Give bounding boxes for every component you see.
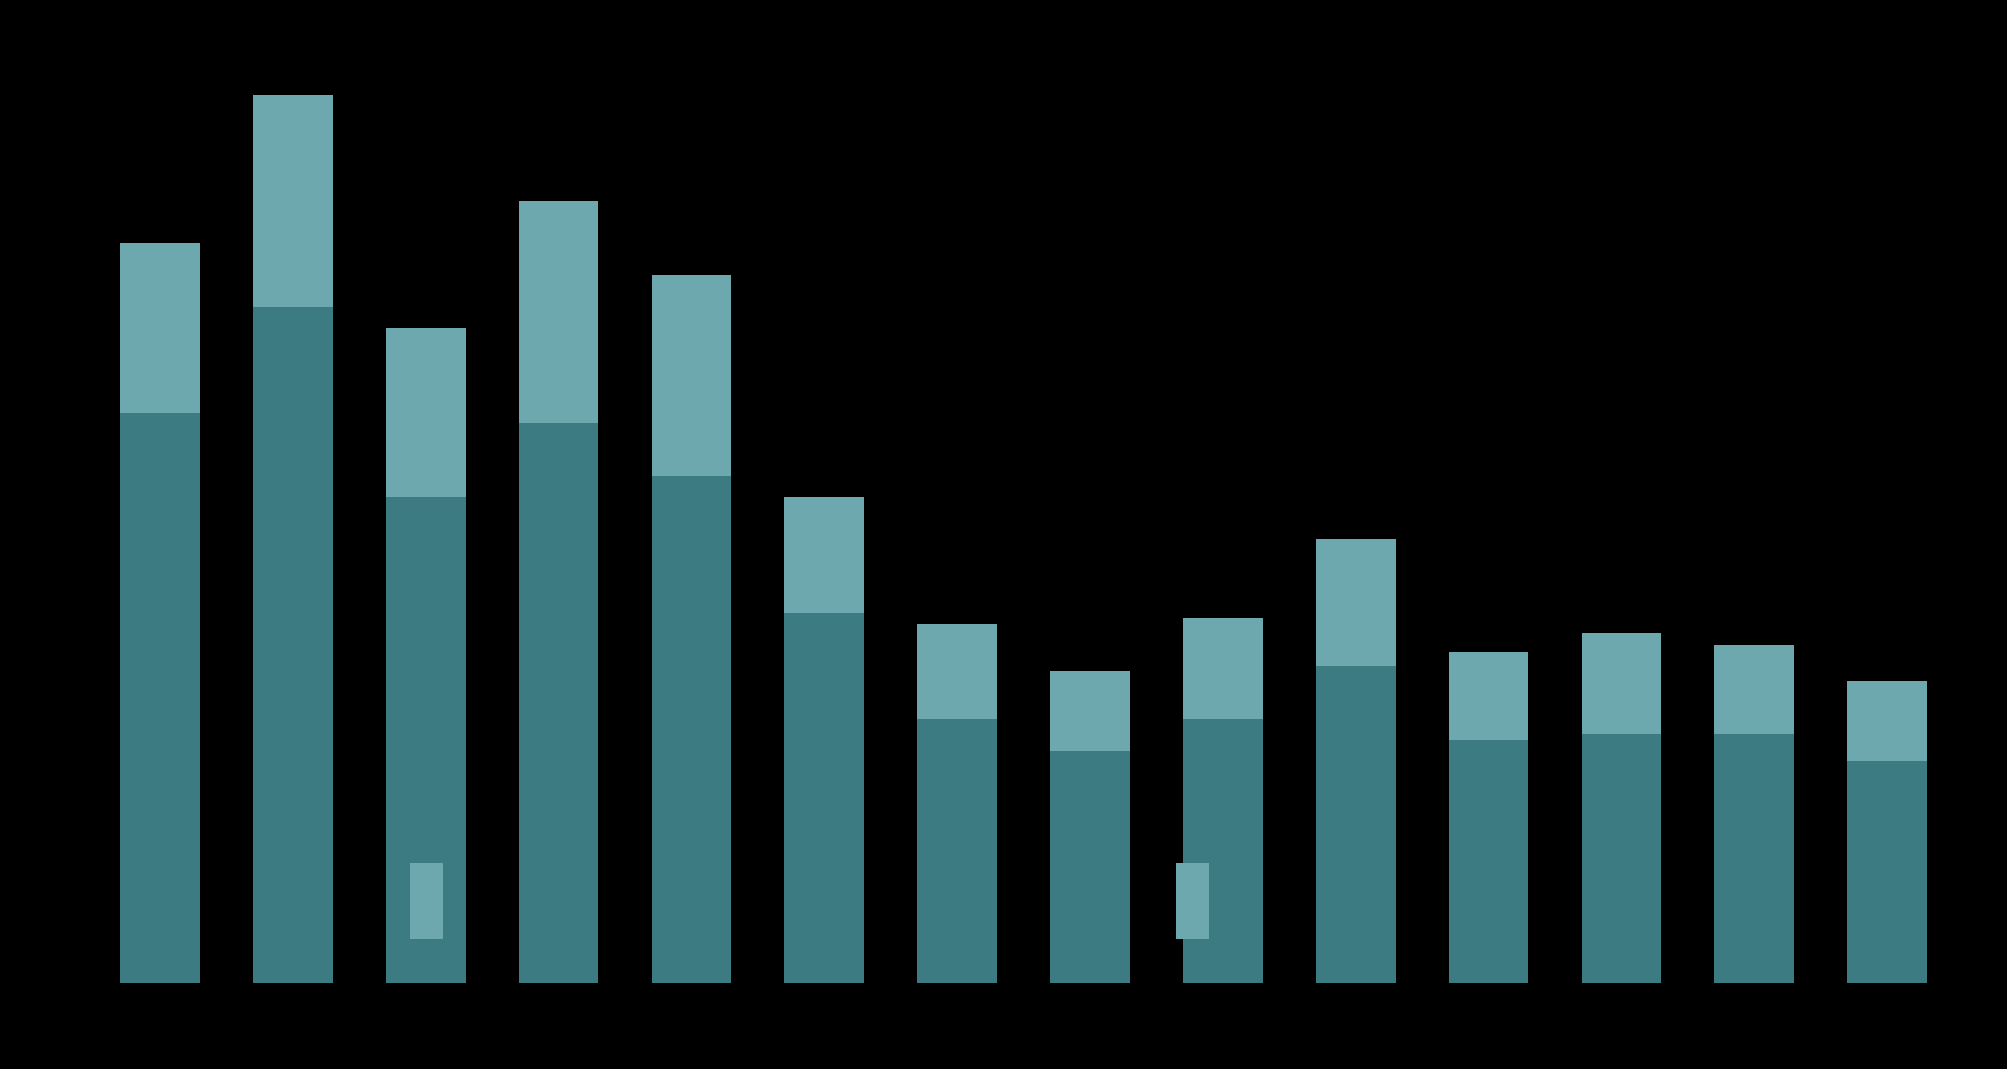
Bar [385,497,466,983]
Bar [917,624,997,719]
Bar [785,497,865,614]
Bar [1449,651,1529,741]
Bar [120,244,201,413]
Bar [652,476,731,983]
Bar [1050,750,1130,983]
Bar [409,863,444,939]
Bar [1846,681,1927,761]
Bar [1317,666,1395,983]
Bar [1714,734,1794,983]
Bar [518,201,598,423]
Bar [1449,741,1529,983]
Bar [120,413,201,983]
Bar [1182,618,1262,719]
Bar [1714,646,1794,734]
Bar [1317,540,1395,666]
Bar [518,423,598,983]
Bar [1846,761,1927,983]
Bar [785,614,865,983]
Bar [253,95,333,307]
Bar [1582,633,1662,734]
Bar [1050,670,1130,750]
Bar [1582,734,1662,983]
Bar [253,307,333,983]
Bar [1176,863,1210,939]
Bar [652,275,731,476]
Bar [385,328,466,497]
Bar [917,719,997,983]
Bar [1182,719,1262,983]
